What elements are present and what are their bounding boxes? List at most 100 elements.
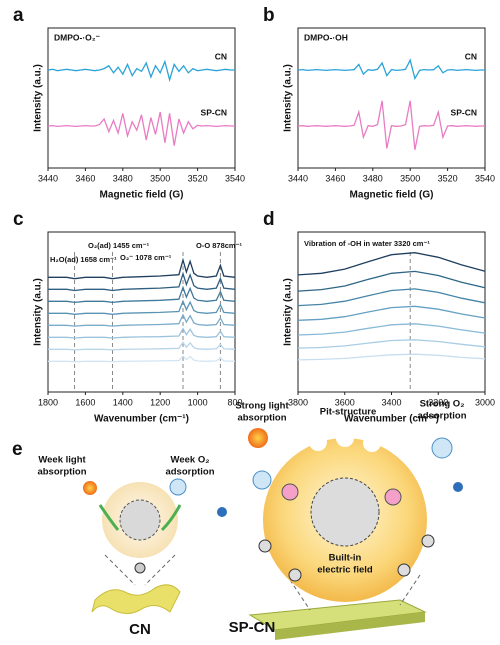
series-line [297, 339, 486, 349]
x-tick-label: 3500 [150, 173, 170, 183]
x-tick-label: 3440 [288, 173, 308, 183]
series-line [297, 252, 486, 276]
series-line [297, 58, 485, 81]
x-tick-label: 3540 [475, 173, 495, 183]
cn-core [119, 499, 161, 541]
plot-frame [47, 231, 236, 393]
series-line [297, 288, 486, 307]
series-label: CN [215, 51, 227, 61]
x-axis-label: Wavenumber (cm⁻¹) [344, 414, 439, 425]
arrow [160, 504, 182, 532]
label: Built-in [329, 553, 362, 564]
series-line [48, 341, 236, 351]
label: Week O₂ [171, 455, 210, 466]
x-tick-label: 1600 [75, 397, 95, 407]
x-tick-label: 3800 [288, 397, 308, 407]
sun [83, 481, 97, 495]
chart-title: DMPO-·O₂⁻ [54, 32, 101, 42]
chart-title: DMPO-·OH [304, 32, 348, 42]
dash [399, 574, 421, 606]
label: absorption [237, 413, 286, 424]
series-line [297, 323, 486, 336]
series-line [297, 270, 486, 292]
label: CN [129, 621, 151, 638]
series-line [48, 257, 236, 280]
label: Pit-structure [320, 407, 376, 418]
sun [248, 428, 268, 448]
label: SP-CN [229, 619, 276, 636]
x-tick-label: 3500 [400, 173, 420, 183]
label: Strong O₂ [420, 399, 465, 410]
annotation: O₂⁻ 1078 cm⁻¹ [120, 253, 172, 262]
x-tick-label: 3440 [38, 173, 58, 183]
x-tick-label: 1400 [113, 397, 133, 407]
series-line [297, 305, 486, 321]
x-tick-label: 3480 [363, 173, 383, 183]
x-tick-label: 1000 [188, 397, 208, 407]
pit [363, 434, 381, 452]
series-label: SP-CN [451, 107, 477, 117]
pit [336, 429, 354, 447]
series-line [48, 299, 236, 315]
x-tick-label: 3400 [381, 397, 401, 407]
diagram-e: e Week light absorption Week O₂ adsorpti… [12, 399, 467, 640]
cn-sheet [91, 584, 181, 614]
hole [421, 534, 435, 548]
chart: a 3440 3460 3480 3500 3520 3540 Magnetic field … [13, 5, 245, 201]
o2 [169, 478, 187, 496]
x-tick-label: 3000 [475, 397, 495, 407]
series-label: SP-CN [201, 107, 227, 117]
label: absorption [37, 467, 86, 478]
panel-label: c [13, 209, 24, 230]
series-line [48, 271, 236, 292]
sp-sheet-side [275, 612, 425, 640]
charge [281, 483, 299, 501]
chart: c 1800 1600 1400 1200 1000 800 Wavenumber (cm⁻¹… [13, 209, 243, 425]
series-label: CN [465, 51, 477, 61]
x-tick-label: 800 [227, 397, 242, 407]
label: adsorption [417, 411, 466, 422]
plot-frame [297, 231, 486, 393]
series-line [297, 353, 486, 361]
label: Week light [38, 455, 86, 466]
series-line [48, 313, 236, 327]
hole [134, 562, 146, 574]
chart: b 3440 3460 3480 3500 3520 3540 Magnetic field … [263, 5, 495, 201]
x-tick-label: 3600 [335, 397, 355, 407]
x-axis-label: Wavenumber (cm⁻¹) [94, 414, 189, 425]
x-tick-label: 3480 [113, 173, 133, 183]
arrow [98, 504, 120, 531]
molecule [217, 507, 227, 517]
label: adsorption [165, 467, 214, 478]
label: Strong light [235, 401, 289, 412]
series-line [48, 355, 236, 363]
x-tick-label: 3540 [225, 173, 245, 183]
plot-frame [297, 27, 486, 169]
panel-label: b [263, 5, 275, 26]
x-tick-label: 3460 [325, 173, 345, 183]
annotation: O-O 878cm⁻¹ [196, 241, 243, 250]
charge [384, 488, 402, 506]
dash [104, 554, 136, 586]
x-tick-label: 3520 [438, 173, 458, 183]
dash [144, 554, 176, 586]
plot-frame [47, 27, 236, 169]
series-line [48, 327, 236, 339]
pit [309, 433, 327, 451]
x-tick-label: 1800 [38, 397, 58, 407]
chart: d 3800 3600 3400 3200 3000 Wavenumber (cm⁻¹) In… [263, 209, 495, 425]
o2 [431, 437, 453, 459]
series-line [297, 100, 485, 150]
y-axis-label: Intensity (a.u.) [283, 64, 294, 132]
annotation: H₂O(ad) 1658 cm⁻¹ [50, 255, 117, 264]
x-axis-label: Magnetic field (G) [100, 190, 184, 201]
y-axis-label: Intensity (a.u.) [33, 64, 44, 132]
x-tick-label: 1200 [150, 397, 170, 407]
x-axis-label: Magnetic field (G) [350, 190, 434, 201]
annotation: O₂(ad) 1455 cm⁻¹ [88, 241, 150, 250]
annotation: Vibration of -OH in water 3320 cm⁻¹ [304, 239, 430, 248]
x-tick-label: 3460 [75, 173, 95, 183]
dash [289, 579, 311, 611]
hole [397, 563, 411, 577]
